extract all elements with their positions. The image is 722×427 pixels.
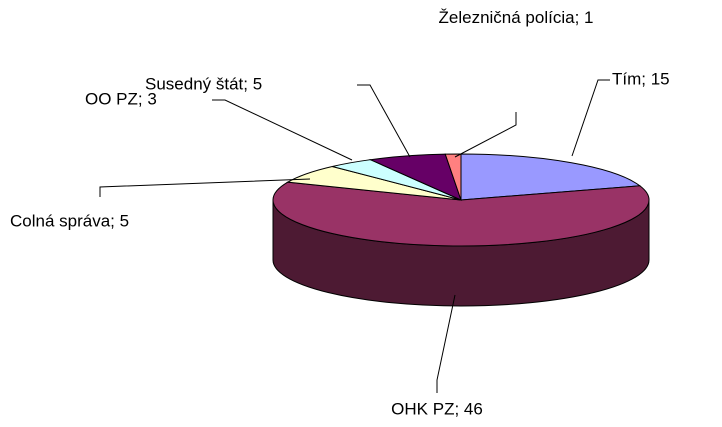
leader-line: [571, 79, 610, 157]
slice-label: Tím; 15: [612, 69, 670, 88]
slice-label: OHK PZ; 46: [391, 399, 483, 418]
slice-label: Colná správa; 5: [10, 211, 129, 230]
leader-line: [99, 178, 311, 197]
leader-line: [436, 294, 456, 393]
leader-line: [212, 99, 353, 161]
leader-line: [357, 84, 411, 158]
leader-line: [454, 112, 517, 158]
pie-slice: [460, 153, 642, 201]
labels: Tím; 15 OHK PZ; 46 Colná správa; 5 OO PZ; 3…: [10, 69, 670, 418]
slice-label: OO PZ; 3: [85, 89, 157, 108]
pie: [272, 153, 650, 307]
slice-label: Susedný štát; 5: [145, 74, 262, 93]
slice-label: Železničná polícia; 1: [438, 8, 594, 27]
pie-slice: [272, 181, 650, 247]
leader-lines: [99, 79, 610, 393]
